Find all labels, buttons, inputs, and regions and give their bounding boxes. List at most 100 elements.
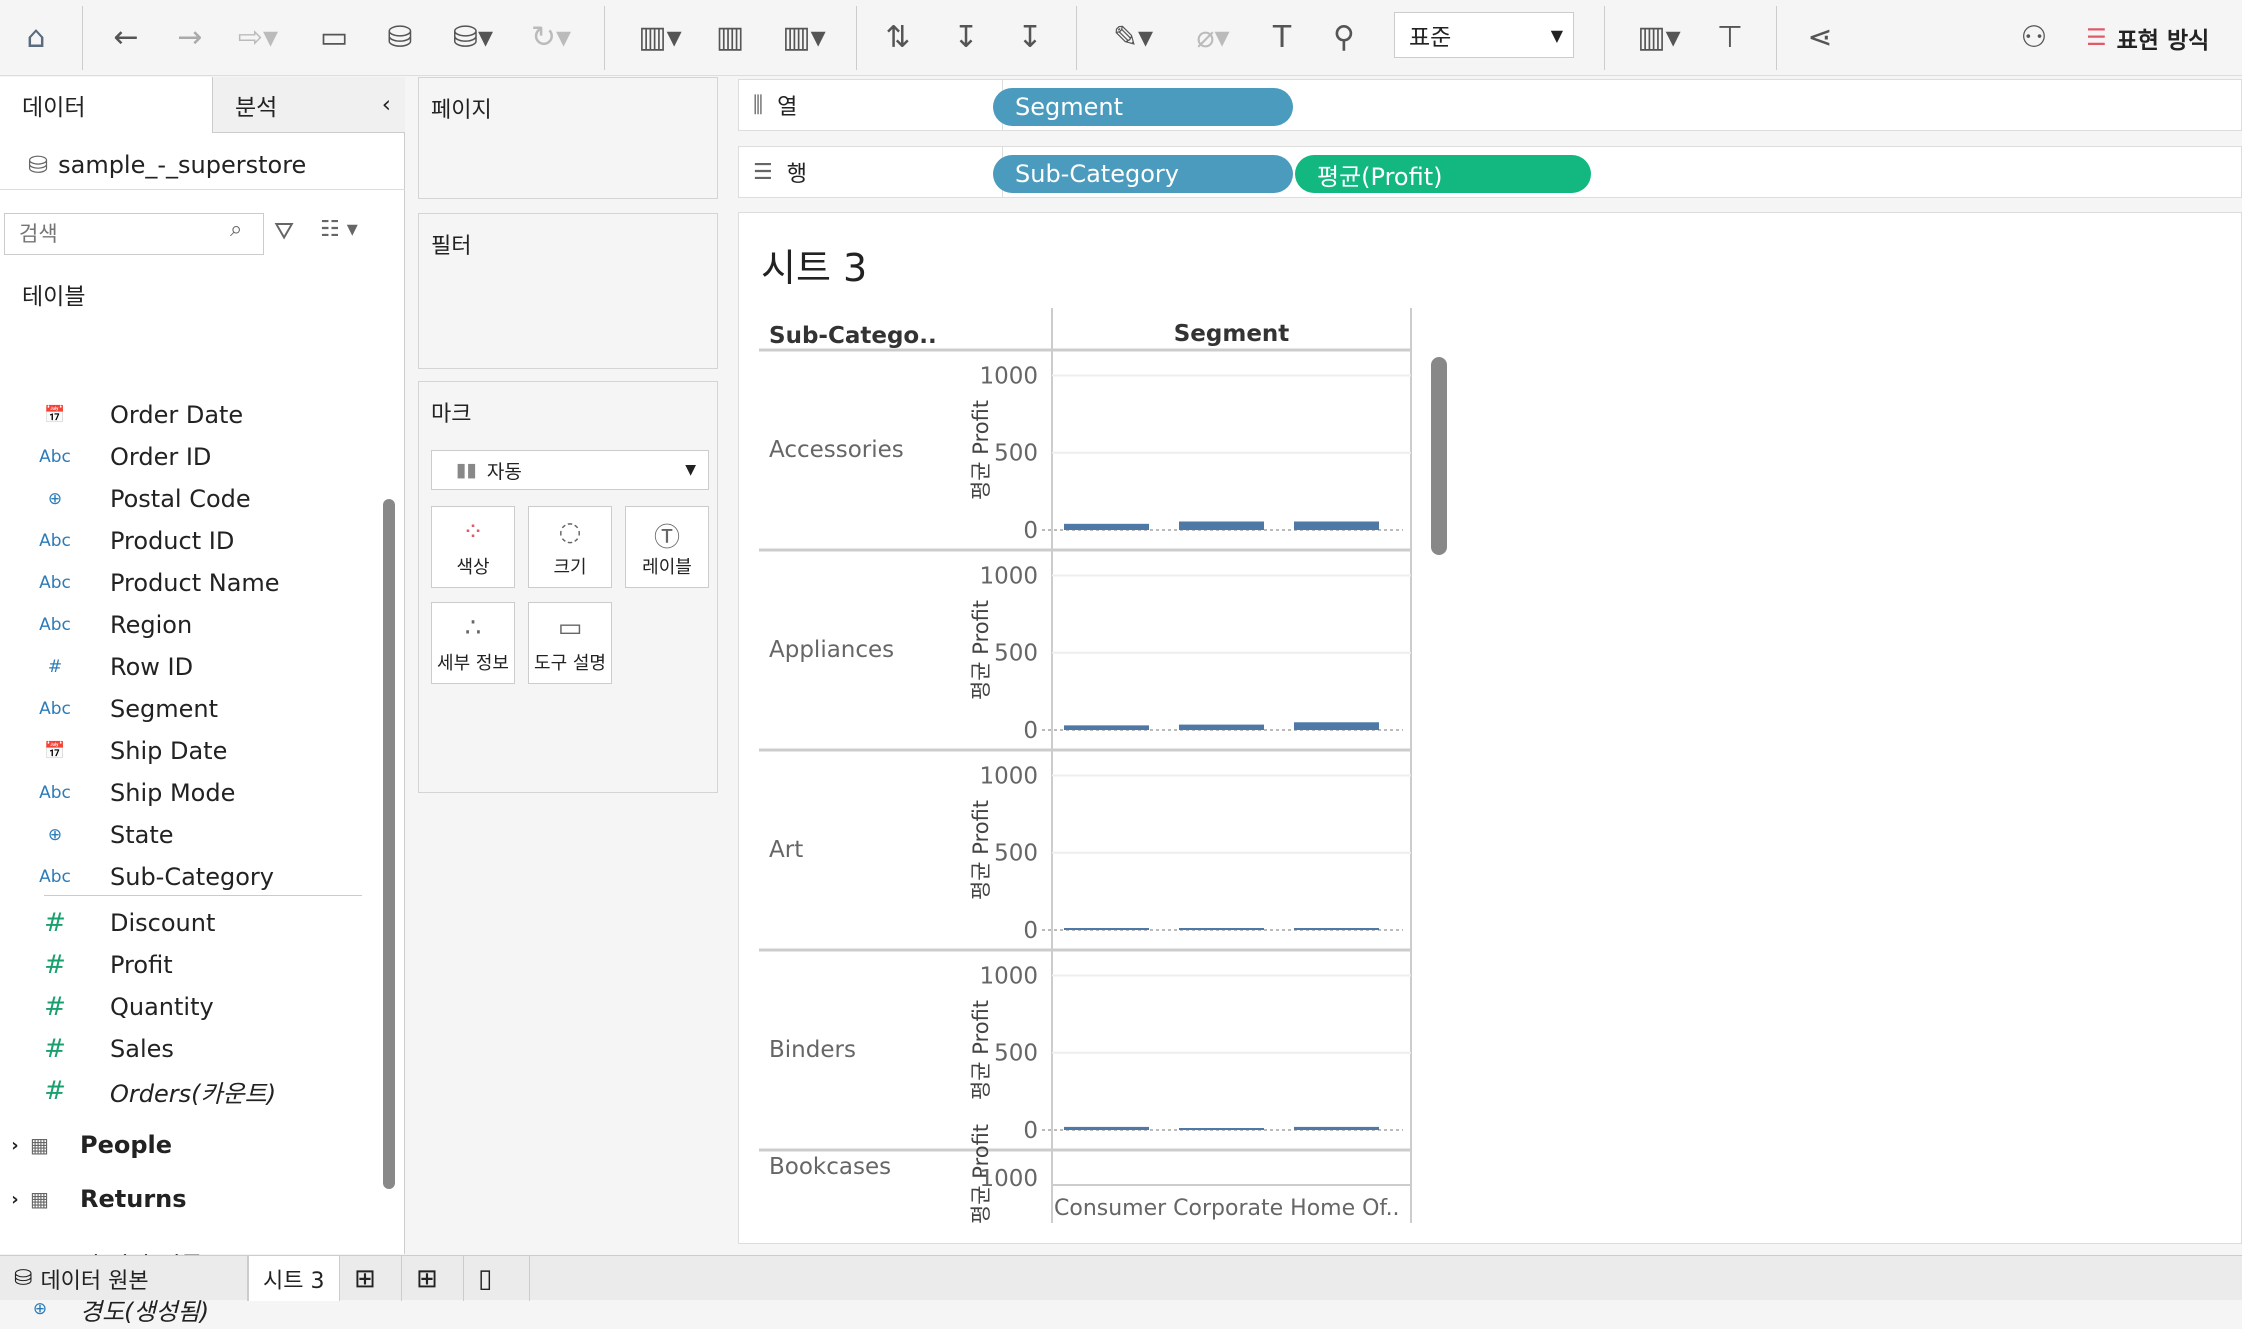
color-button[interactable]: ⁘ 색상 xyxy=(431,506,515,588)
fit-dropdown[interactable]: 표준 ▼ xyxy=(1394,12,1574,58)
bar xyxy=(1064,928,1149,930)
chart: Sub-Catego.. Segment Accessories 평균 Profit 0… xyxy=(759,308,1412,1224)
field-item[interactable]: 📅 Order Date xyxy=(0,395,243,435)
presentation-icon[interactable]: ▥▾ xyxy=(1637,19,1681,55)
duplicate-sheet-icon[interactable]: ▥ xyxy=(715,19,745,55)
pages-card[interactable]: 페이지 xyxy=(418,77,718,199)
group-icon[interactable]: ⌀▾ xyxy=(1196,19,1230,55)
cards-pane: 페이지 필터 마크 ▮▮ 자동 ▼ ⁘ 색상 ◌ 크기 Ⓣ 레이블 ∴ 세부 정보 ▭ 도구 … xyxy=(406,77,732,1254)
chevron-right-icon[interactable]: › xyxy=(11,1188,19,1210)
tab-analysis[interactable]: 분석 ‹ xyxy=(212,77,405,133)
highlight-icon[interactable]: ✎▾ xyxy=(1112,19,1154,55)
chevron-right-icon[interactable]: › xyxy=(11,1134,19,1156)
measure-item[interactable]: # Sales xyxy=(0,1029,174,1069)
new-worksheet-icon[interactable]: ▥▾ xyxy=(638,19,682,55)
field-item[interactable]: 📅 Ship Date xyxy=(0,731,227,771)
swap-icon[interactable]: ⇅ xyxy=(885,19,911,55)
field-item[interactable]: # Row ID xyxy=(0,647,193,687)
collapse-icon[interactable]: ‹ xyxy=(381,91,391,118)
bar xyxy=(1179,724,1264,730)
field-item[interactable]: Abc Region xyxy=(0,605,192,645)
column-header: Segment xyxy=(1174,321,1290,347)
chevron-down-icon: ▼ xyxy=(685,462,696,478)
marks-card: 마크 ▮▮ 자동 ▼ ⁘ 색상 ◌ 크기 Ⓣ 레이블 ∴ 세부 정보 ▭ 도구 설명 xyxy=(418,381,718,793)
y-tick-label: 0 xyxy=(1023,1118,1038,1144)
database-icon: ⛁ xyxy=(28,151,49,179)
show-me-button[interactable]: ☰ 표현 방식 xyxy=(2086,25,2210,54)
label-icon[interactable]: T xyxy=(1272,19,1292,55)
tab-data[interactable]: 데이터 xyxy=(0,77,212,133)
search-icon: ⌕ xyxy=(230,217,243,242)
sort-asc-icon[interactable]: ↧ xyxy=(953,19,979,55)
bar xyxy=(1294,722,1379,730)
database-icon: ⛁ xyxy=(14,1266,33,1291)
toolbar: ⌂ ← → ⇨▾ ▭ ⛁ ⛁▾ ↻▾ ▥▾ ▥ ▥▾ ⇅ ↧ ↧ ✎▾ ⌀▾ T… xyxy=(0,0,2242,76)
undo-icon[interactable]: ← xyxy=(113,19,139,55)
abc-icon: Abc xyxy=(39,531,71,551)
field-item[interactable]: Abc Sub-Category xyxy=(0,857,274,897)
table-item[interactable]: › ▦ People xyxy=(0,1125,172,1165)
field-item[interactable]: Abc Product Name xyxy=(0,563,279,603)
x-axis-footer: Consumer Corporate Home Of.. xyxy=(1054,1196,1400,1221)
new-dashboard-icon[interactable]: ⊞ xyxy=(402,1256,464,1301)
mark-type-dropdown[interactable]: ▮▮ 자동 ▼ xyxy=(431,450,709,490)
pin-icon[interactable]: ⚲ xyxy=(1333,19,1355,55)
field-item[interactable]: ⊕ State xyxy=(0,815,174,855)
search-input[interactable] xyxy=(4,213,264,255)
bar xyxy=(1064,523,1149,530)
number-icon: # xyxy=(44,908,66,938)
replay-icon[interactable]: ⇨▾ xyxy=(237,19,279,55)
measure-item[interactable]: # Discount xyxy=(0,903,215,943)
measure-item[interactable]: # Orders(카운트) xyxy=(0,1071,276,1111)
show-me-icon: ☰ xyxy=(2086,25,2107,51)
field-item[interactable]: Abc Segment xyxy=(0,689,218,729)
number-icon: # xyxy=(44,950,66,980)
binoculars-icon[interactable]: ⚇ xyxy=(2020,19,2048,55)
label-icon: Ⓣ xyxy=(653,523,680,553)
pause-updates-icon[interactable]: ⛁▾ xyxy=(452,19,494,55)
detail-icon: ∴ xyxy=(464,613,482,643)
label-button[interactable]: Ⓣ 레이블 xyxy=(625,506,709,588)
filters-card[interactable]: 필터 xyxy=(418,213,718,369)
field-item[interactable]: ⊕ Postal Code xyxy=(0,479,251,519)
scrollbar[interactable] xyxy=(383,499,395,1189)
home-icon[interactable]: ⌂ xyxy=(26,19,46,55)
field-item[interactable]: Abc Order ID xyxy=(0,437,211,477)
abc-icon: Abc xyxy=(39,447,71,467)
new-datasource-icon[interactable]: ⛁ xyxy=(387,19,413,55)
pill-avg-profit[interactable]: 평균(Profit) xyxy=(1295,155,1591,193)
detail-button[interactable]: ∴ 세부 정보 xyxy=(431,602,515,684)
measure-item[interactable]: # Quantity xyxy=(0,987,214,1027)
share-icon[interactable]: ⋖ xyxy=(1807,19,1833,55)
chart-scrollbar[interactable] xyxy=(1431,357,1447,555)
pill-segment[interactable]: Segment xyxy=(993,88,1293,126)
columns-icon: ⫼ xyxy=(753,92,764,118)
measure-item[interactable]: # Profit xyxy=(0,945,173,985)
list-view-icon[interactable]: ☷ ▾ xyxy=(320,217,358,242)
redo-icon[interactable]: → xyxy=(177,19,203,55)
field-item[interactable]: Abc Product ID xyxy=(0,521,234,561)
columns-shelf[interactable]: ⫼ 열 Segment xyxy=(738,79,2242,131)
pill-sub-category[interactable]: Sub-Category xyxy=(993,155,1293,193)
tooltip-button[interactable]: ▭ 도구 설명 xyxy=(528,602,612,684)
datasource-item[interactable]: ⛁ sample_-_superstore xyxy=(28,151,307,179)
save-icon[interactable]: ▭ xyxy=(319,19,349,55)
size-button[interactable]: ◌ 크기 xyxy=(528,506,612,588)
table-icon: ▦ xyxy=(30,1187,49,1211)
filter-icon[interactable]: ⛛ xyxy=(274,217,295,245)
table-item[interactable]: › ▦ Returns xyxy=(0,1179,186,1219)
abc-icon: Abc xyxy=(39,783,71,803)
refresh-icon[interactable]: ↻▾ xyxy=(530,19,572,55)
rows-shelf[interactable]: ☰ 행 Sub-Category 평균(Profit) xyxy=(738,146,2242,198)
y-tick-label: 1000 xyxy=(979,363,1038,389)
clear-sheet-icon[interactable]: ▥▾ xyxy=(782,19,826,55)
sort-desc-icon[interactable]: ↧ xyxy=(1017,19,1043,55)
row-label: Bookcases xyxy=(769,1154,891,1180)
new-worksheet-icon[interactable]: ⊞ xyxy=(340,1256,402,1301)
tab-datasource[interactable]: ⛁ 데이터 원본 xyxy=(0,1256,248,1301)
new-story-icon[interactable]: ▯ xyxy=(464,1256,530,1301)
tab-sheet-3[interactable]: 시트 3 xyxy=(248,1256,340,1301)
field-item[interactable]: Abc Ship Mode xyxy=(0,773,235,813)
present-mode-icon[interactable]: ⊤ xyxy=(1716,19,1744,55)
abc-icon: Abc xyxy=(39,699,71,719)
